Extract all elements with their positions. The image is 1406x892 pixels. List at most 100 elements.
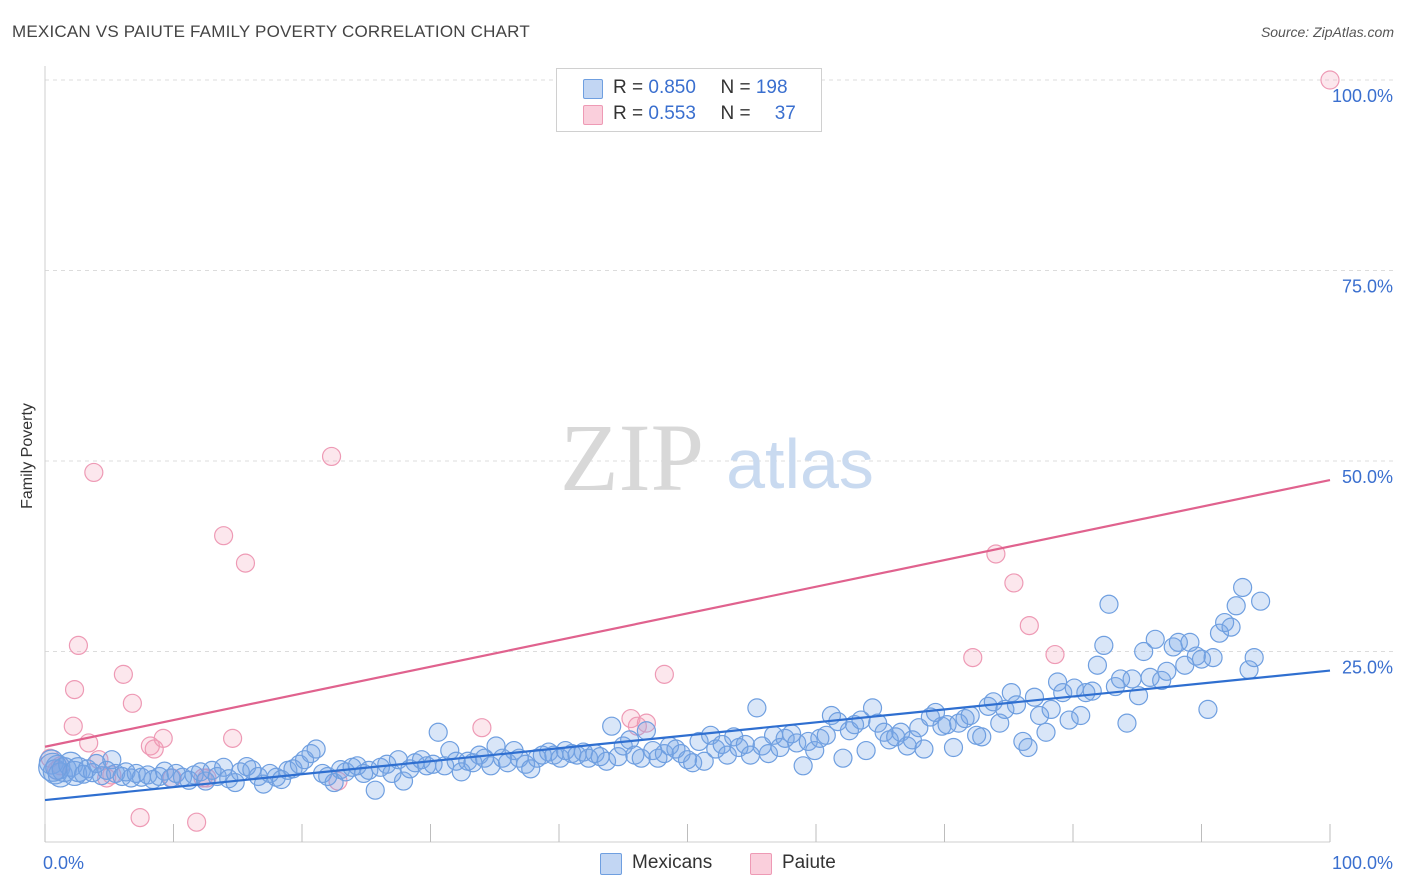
- legend-swatch-mexicans: [583, 79, 603, 99]
- paiute-point: [214, 526, 234, 546]
- mexicans-point: [196, 771, 216, 791]
- mexicans-point: [91, 766, 112, 786]
- mexicans-point: [347, 756, 367, 776]
- mexicans-point: [1082, 681, 1102, 701]
- mexicans-point: [631, 748, 651, 768]
- mexicans-point: [86, 753, 107, 774]
- mexicans-point: [1145, 629, 1165, 649]
- mexicans-point: [724, 727, 744, 747]
- mexicans-point: [1013, 731, 1033, 752]
- mexicans-point: [1047, 672, 1068, 692]
- paiute-point: [235, 553, 256, 573]
- mexicans-point: [856, 740, 876, 761]
- tick-labels: 25.0% 50.0% 75.0% 100.0% 0.0% 100.0%: [43, 86, 1393, 873]
- mexicans-point: [747, 698, 767, 718]
- mexicans-point: [602, 716, 622, 736]
- y-axis-label: Family Poverty: [19, 403, 36, 509]
- legend-n-value: 37: [774, 103, 796, 124]
- mexicans-point: [677, 750, 698, 770]
- mexicans-point: [758, 744, 779, 764]
- paiute-point: [84, 462, 104, 483]
- legend-n-value: 198: [755, 77, 788, 98]
- bottom-legend-swatch-paiute: [750, 853, 772, 875]
- mexicans-point: [914, 739, 934, 759]
- paiute-point: [963, 647, 983, 668]
- mexicans-point: [359, 760, 379, 780]
- mexicans-point: [1244, 647, 1264, 668]
- mexicans-point: [1152, 670, 1172, 691]
- mexicans-points: [38, 577, 1271, 800]
- mexicans-point: [1087, 655, 1108, 675]
- mexicans-point: [1029, 705, 1050, 726]
- mexicans-point: [202, 760, 222, 780]
- mexicans-point: [1221, 617, 1241, 637]
- paiute-point: [654, 664, 674, 684]
- mexicans-point: [608, 747, 628, 767]
- mexicans-point: [521, 759, 541, 779]
- mexicans-point: [1059, 710, 1079, 730]
- mexicans-point: [943, 737, 964, 758]
- mexicans-point: [1099, 594, 1119, 614]
- source-label: Source: ZipAtlas.com: [1260, 24, 1394, 40]
- mexicans-trend-line: [44, 669, 1331, 802]
- mexicans-point: [1071, 705, 1091, 726]
- mexicans-point: [1186, 646, 1206, 666]
- paiute-point: [130, 808, 150, 828]
- mexicans-point: [897, 736, 917, 756]
- paiute-point: [223, 728, 243, 748]
- mexicans-point: [833, 748, 853, 768]
- mexicans-point: [1036, 722, 1056, 742]
- paiute-point: [1004, 573, 1024, 593]
- paiute-trend-line: [44, 478, 1331, 748]
- mexicans-point: [1110, 669, 1131, 689]
- paiute-point: [113, 664, 133, 684]
- mexicans-point: [1198, 699, 1218, 720]
- mexicans-point: [793, 756, 813, 776]
- legend-swatch-paiute: [583, 105, 603, 125]
- mexicans-point: [306, 739, 326, 759]
- paiute-point: [1019, 615, 1039, 636]
- mexicans-point: [1168, 632, 1188, 652]
- mexicans-point: [116, 762, 136, 782]
- paiute-point: [153, 728, 173, 748]
- mexicans-point: [596, 751, 617, 771]
- y-tick-label: 50.0%: [1342, 467, 1393, 487]
- mexicans-point: [955, 708, 975, 729]
- mexicans-point: [1209, 623, 1230, 643]
- mexicans-point: [636, 721, 656, 741]
- y-tick-label: 25.0%: [1342, 658, 1393, 678]
- stats-legend: R = 0.850 N = 198 R = 0.553 N = 37: [556, 68, 822, 132]
- trend-lines: [44, 478, 1331, 802]
- paiute-point: [64, 679, 85, 700]
- mexicans-point: [1134, 641, 1154, 662]
- legend-r-value: 0.553: [648, 103, 696, 124]
- paiute-point: [1045, 644, 1065, 665]
- mexicans-point: [717, 745, 737, 765]
- mexicans-point: [1006, 695, 1027, 715]
- paiute-point: [1320, 70, 1340, 90]
- paiute-point: [472, 718, 492, 738]
- mexicans-point: [960, 705, 980, 726]
- mexicans-point: [1076, 683, 1096, 703]
- watermark-zip: ZIP: [560, 404, 704, 511]
- chart-title: MEXICAN VS PAIUTE FAMILY POVERTY CORRELA…: [12, 22, 530, 41]
- mexicans-point: [527, 748, 547, 768]
- x-tick-label: 0.0%: [43, 853, 84, 873]
- paiute-point: [68, 635, 89, 656]
- mexicans-point: [689, 731, 709, 752]
- legend-r-value: 0.850: [648, 77, 696, 98]
- bottom-legend-label-mexicans: Mexicans: [632, 852, 713, 873]
- mexicans-point: [983, 692, 1003, 712]
- mexicans-point: [805, 740, 825, 761]
- mexicans-point: [1041, 699, 1061, 720]
- y-tick-label: 100.0%: [1332, 86, 1393, 106]
- mexicans-point: [539, 742, 559, 762]
- paiute-point: [122, 693, 142, 713]
- mexicans-point: [995, 699, 1015, 720]
- legend-r-label: R =: [613, 103, 649, 124]
- bottom-legend-label-paiute: Paiute: [782, 852, 836, 873]
- mexicans-point: [851, 710, 871, 730]
- mexicans-point: [694, 751, 714, 771]
- legend-r-label: R =: [613, 77, 649, 98]
